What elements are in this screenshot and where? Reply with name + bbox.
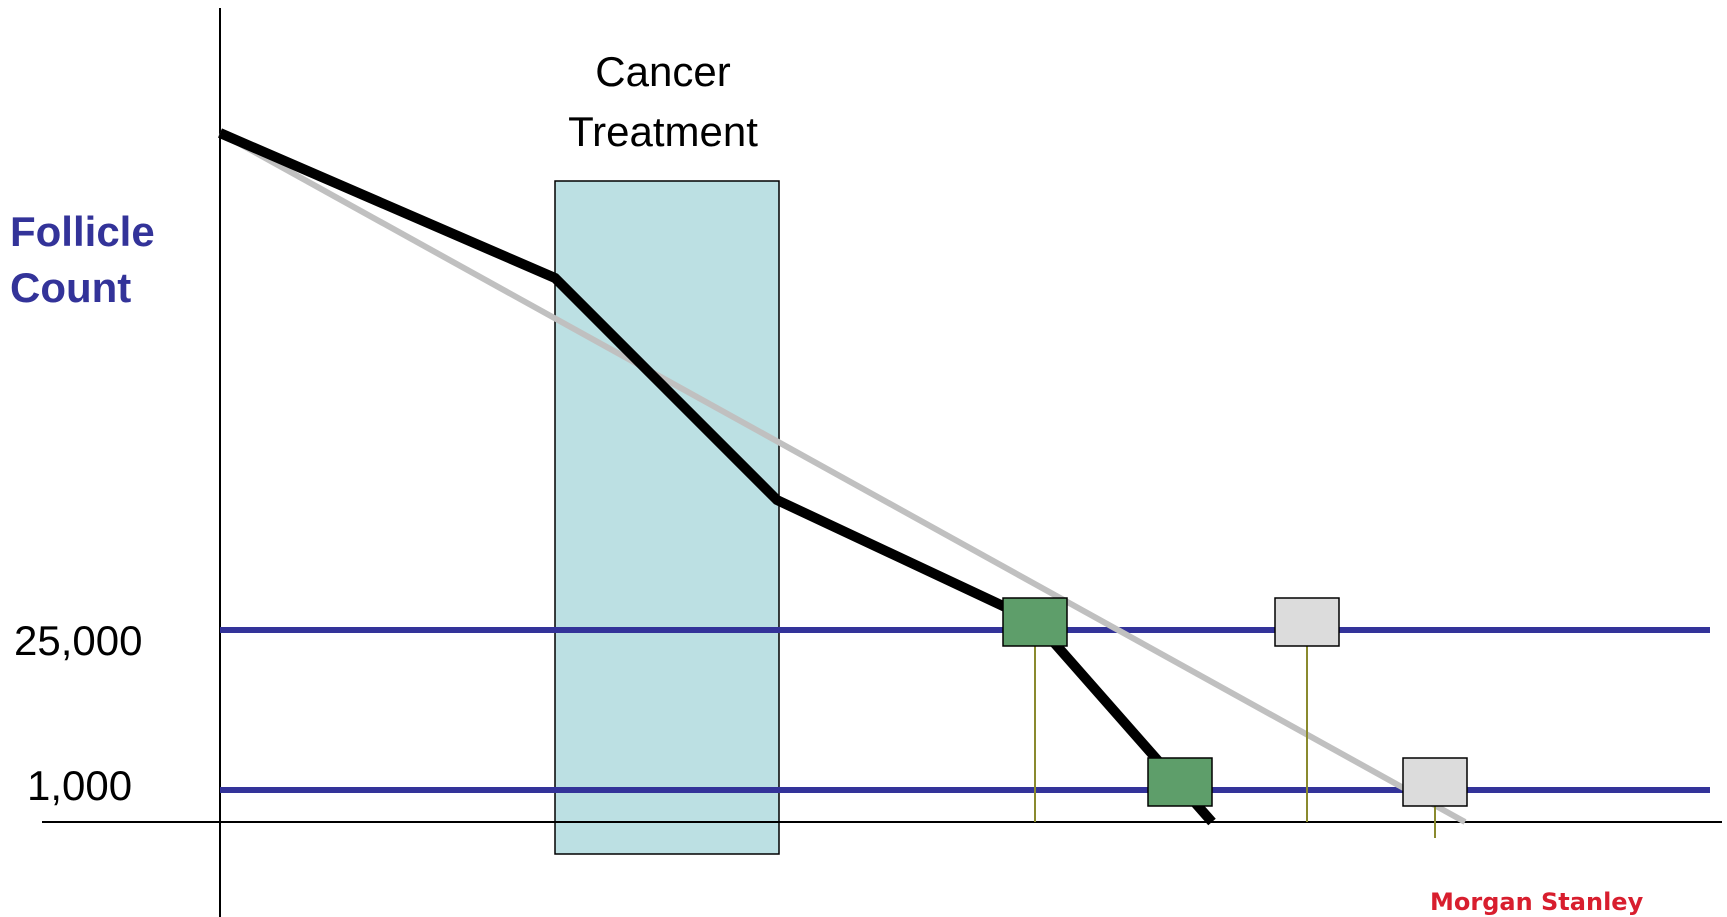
- brand-logo: Morgan Stanley: [1430, 888, 1644, 916]
- treated-marker-1000: [1147, 757, 1213, 807]
- natural-marker-1000: [1402, 757, 1468, 807]
- level-label-1000: 1,000: [27, 762, 132, 809]
- natural-decline-line: [218, 130, 1467, 825]
- level-label-25000: 25,000: [14, 617, 142, 664]
- treatment-decline-line: [218, 128, 1216, 826]
- y-axis-label-line1: Follicle: [10, 208, 155, 255]
- treatment-label-line1: Cancer: [595, 48, 730, 95]
- treated-marker-25000: [1002, 597, 1068, 647]
- y-axis-label-line2: Count: [10, 264, 131, 311]
- treatment-label-line2: Treatment: [568, 108, 758, 155]
- natural-marker-25000: [1274, 597, 1340, 647]
- treatment-band: [554, 180, 780, 855]
